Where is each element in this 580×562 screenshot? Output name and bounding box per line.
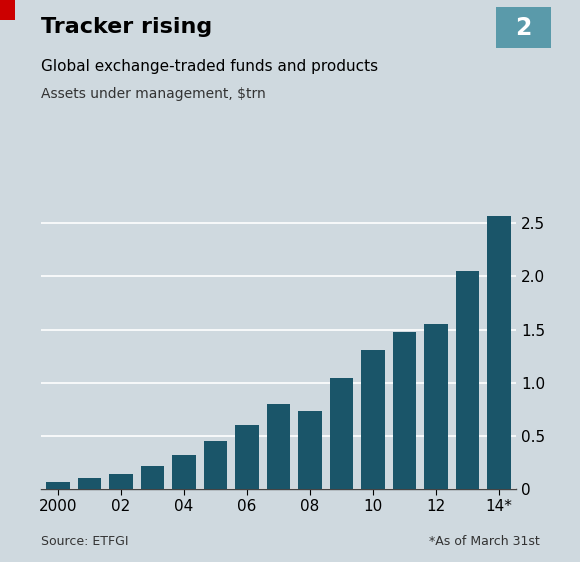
Bar: [46, 482, 70, 489]
Text: Tracker rising: Tracker rising: [41, 17, 212, 37]
Bar: [393, 332, 416, 489]
Bar: [361, 350, 385, 489]
Bar: [424, 324, 448, 489]
Bar: [235, 425, 259, 489]
Text: Global exchange-traded funds and products: Global exchange-traded funds and product…: [41, 59, 378, 74]
Text: 2: 2: [515, 16, 532, 39]
Bar: [267, 404, 290, 489]
Bar: [78, 478, 101, 489]
Text: Assets under management, $trn: Assets under management, $trn: [41, 87, 266, 101]
Bar: [329, 378, 353, 489]
Bar: [204, 441, 227, 489]
Text: Source: ETFGI: Source: ETFGI: [41, 535, 128, 548]
Text: *As of March 31st: *As of March 31st: [429, 535, 539, 548]
Bar: [172, 455, 195, 489]
Bar: [140, 465, 164, 489]
Bar: [109, 474, 133, 489]
Bar: [298, 411, 322, 489]
Bar: [455, 271, 479, 489]
Bar: [487, 216, 510, 489]
